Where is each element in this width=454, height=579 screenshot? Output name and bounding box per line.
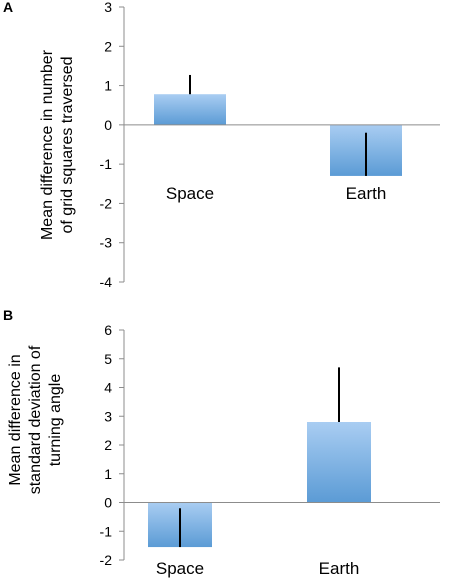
y-axis-label: turning angle — [47, 374, 64, 467]
y-tick-label: 0 — [104, 117, 112, 133]
bar-earth — [307, 422, 371, 503]
y-tick-label: -4 — [100, 274, 113, 290]
y-tick-label: 2 — [104, 437, 112, 453]
category-label-space: Space — [156, 559, 204, 578]
y-tick-label: 5 — [104, 351, 112, 367]
y-axis-label: standard deviation of — [27, 345, 44, 494]
y-tick-label: 3 — [104, 0, 112, 15]
y-tick-label: 2 — [104, 38, 112, 54]
y-tick-label: 1 — [104, 78, 112, 94]
y-tick-label: 1 — [104, 466, 112, 482]
panel-letter: A — [3, 0, 13, 15]
panel-a: A -4 -3 -2 -1 0 1 2 3 Space Earth Mean difference i… — [3, 0, 440, 290]
y-axis-label: of grid squares traversed — [59, 57, 76, 234]
y-tick-label: 6 — [104, 322, 112, 338]
y-tick-label: 3 — [104, 408, 112, 424]
y-axis-label: Mean difference in number — [39, 49, 56, 240]
y-axis-label: Mean difference in — [7, 354, 24, 485]
category-label-earth: Earth — [346, 184, 387, 203]
category-label-space: Space — [166, 184, 214, 203]
y-tick-label: -3 — [100, 235, 113, 251]
panel-letter: B — [3, 307, 13, 323]
y-tick-label: -2 — [100, 552, 113, 568]
bar-space — [154, 94, 226, 125]
y-tick-label: -2 — [100, 195, 113, 211]
category-label-earth: Earth — [319, 559, 360, 578]
y-tick-label: 4 — [104, 380, 112, 396]
y-tick-label: 0 — [104, 495, 112, 511]
y-tick-label: -1 — [100, 156, 113, 172]
y-tick-label: -1 — [100, 523, 113, 539]
panel-b: B -2 -1 0 1 2 3 4 5 6 Space Earth Mean difference in… — [3, 307, 440, 578]
